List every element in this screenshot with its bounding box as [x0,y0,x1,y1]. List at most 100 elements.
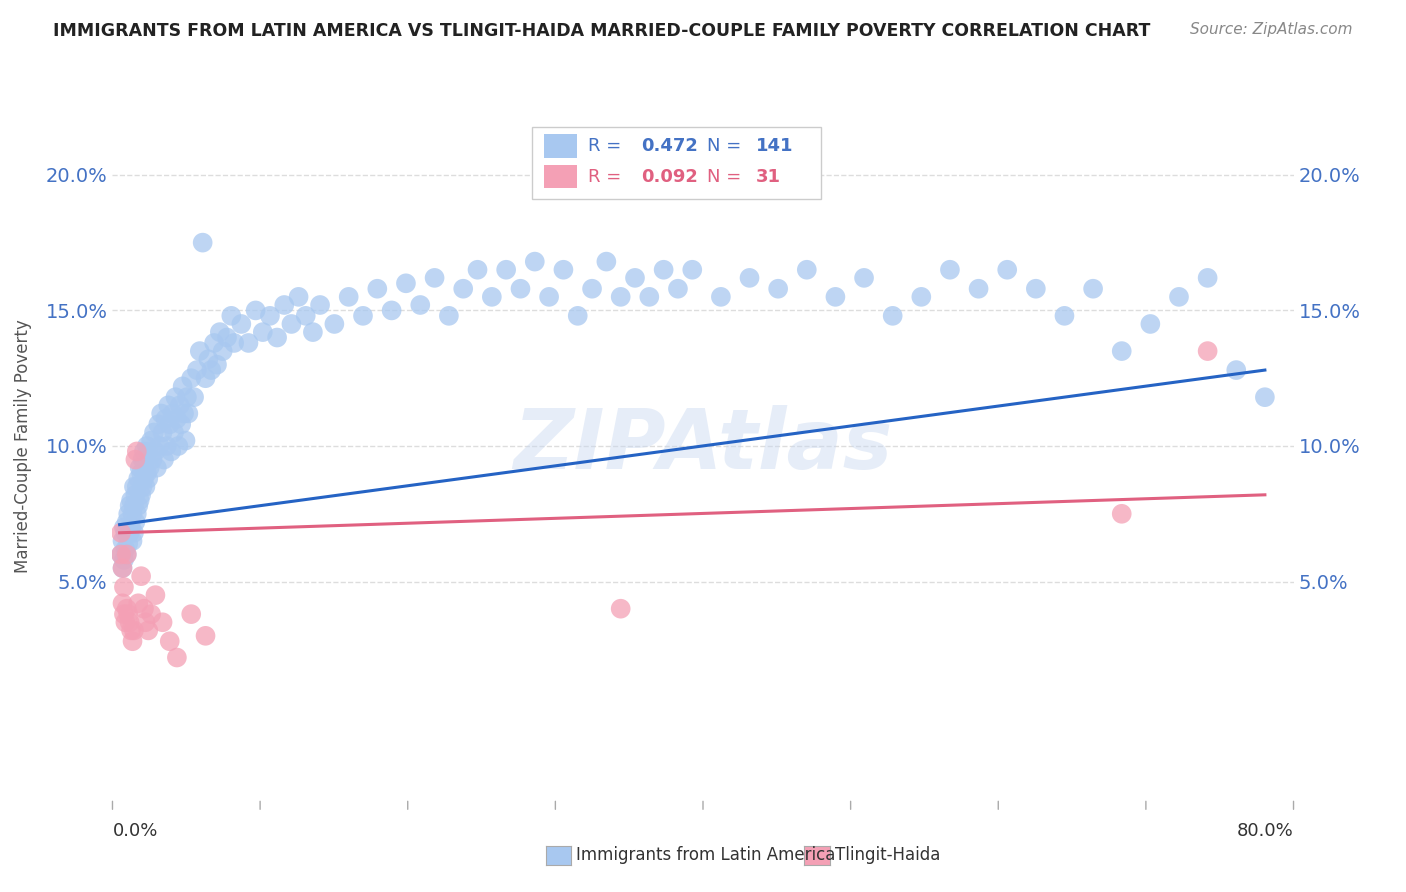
Point [122,525,145,540]
Point [238,335,260,350]
Point [121,507,143,521]
Point [910,290,932,304]
Point [131,480,153,494]
Point [136,444,159,458]
Point [609,290,631,304]
Point [221,309,243,323]
Point [553,262,575,277]
Point [509,282,531,296]
Point [882,309,904,323]
Point [125,507,148,521]
Text: IMMIGRANTS FROM LATIN AMERICA VS TLINGIT-HAIDA MARRIED-COUPLE FAMILY POVERTY COR: IMMIGRANTS FROM LATIN AMERICA VS TLINGIT… [53,22,1150,40]
Point [152,615,174,630]
Text: 0.0%: 0.0% [112,822,157,840]
Point [302,325,325,339]
Point [149,439,172,453]
Point [127,596,149,610]
Point [138,460,160,475]
Point [183,390,205,404]
Point [205,358,228,372]
Point [117,607,139,621]
Point [132,444,155,458]
Point [166,650,188,665]
Point [186,363,208,377]
Point [128,493,150,508]
Point [111,596,134,610]
Point [1168,290,1191,304]
Text: N =: N = [707,168,747,186]
Point [156,439,179,453]
Point [294,309,316,323]
Point [110,548,132,562]
Point [567,309,589,323]
Point [224,335,246,350]
Point [538,290,561,304]
Text: R =: R = [589,168,627,186]
Point [122,499,145,513]
Point [1081,282,1104,296]
Point [112,520,135,534]
Point [191,235,214,250]
Y-axis label: Married-Couple Family Poverty: Married-Couple Family Poverty [14,319,32,573]
Point [652,262,675,277]
Point [666,282,689,296]
Point [134,452,156,467]
Point [111,533,134,548]
Point [125,444,148,458]
Point [128,460,150,475]
Point [208,325,231,339]
Point [259,309,281,323]
Point [197,352,219,367]
Point [1053,309,1076,323]
Point [287,290,309,304]
Point [202,335,225,350]
Point [112,607,135,621]
Point [681,262,703,277]
Text: N =: N = [707,137,747,155]
Point [153,452,176,467]
Point [1139,317,1161,331]
Point [132,471,155,485]
Point [117,507,139,521]
Point [110,525,132,540]
Point [352,309,374,323]
Point [1111,344,1133,359]
Point [155,412,177,426]
Point [131,452,153,467]
Point [111,561,134,575]
Point [118,615,141,630]
Point [122,624,145,638]
Point [176,390,198,404]
Point [136,471,159,485]
Point [177,407,200,421]
Point [114,542,136,557]
Point [120,493,142,508]
Text: 0.092: 0.092 [641,168,699,186]
Point [523,254,546,268]
Point [323,317,346,331]
Text: ZIPAtlas: ZIPAtlas [513,406,893,486]
Point [595,254,617,268]
Point [111,561,134,575]
Point [173,407,195,421]
Text: 80.0%: 80.0% [1237,822,1294,840]
Point [796,262,818,277]
Text: 31: 31 [756,168,782,186]
Point [624,271,647,285]
Point [127,499,149,513]
Text: Source: ZipAtlas.com: Source: ZipAtlas.com [1189,22,1353,37]
Point [200,363,222,377]
Point [169,398,191,412]
Point [152,425,174,440]
Point [136,624,159,638]
Point [134,615,156,630]
Point [124,452,146,467]
Point [129,488,152,502]
Point [110,548,132,562]
Point [163,425,186,440]
Point [366,282,388,296]
Point [180,607,202,621]
Text: 0.472: 0.472 [641,137,699,155]
Point [139,607,162,621]
Point [180,371,202,385]
